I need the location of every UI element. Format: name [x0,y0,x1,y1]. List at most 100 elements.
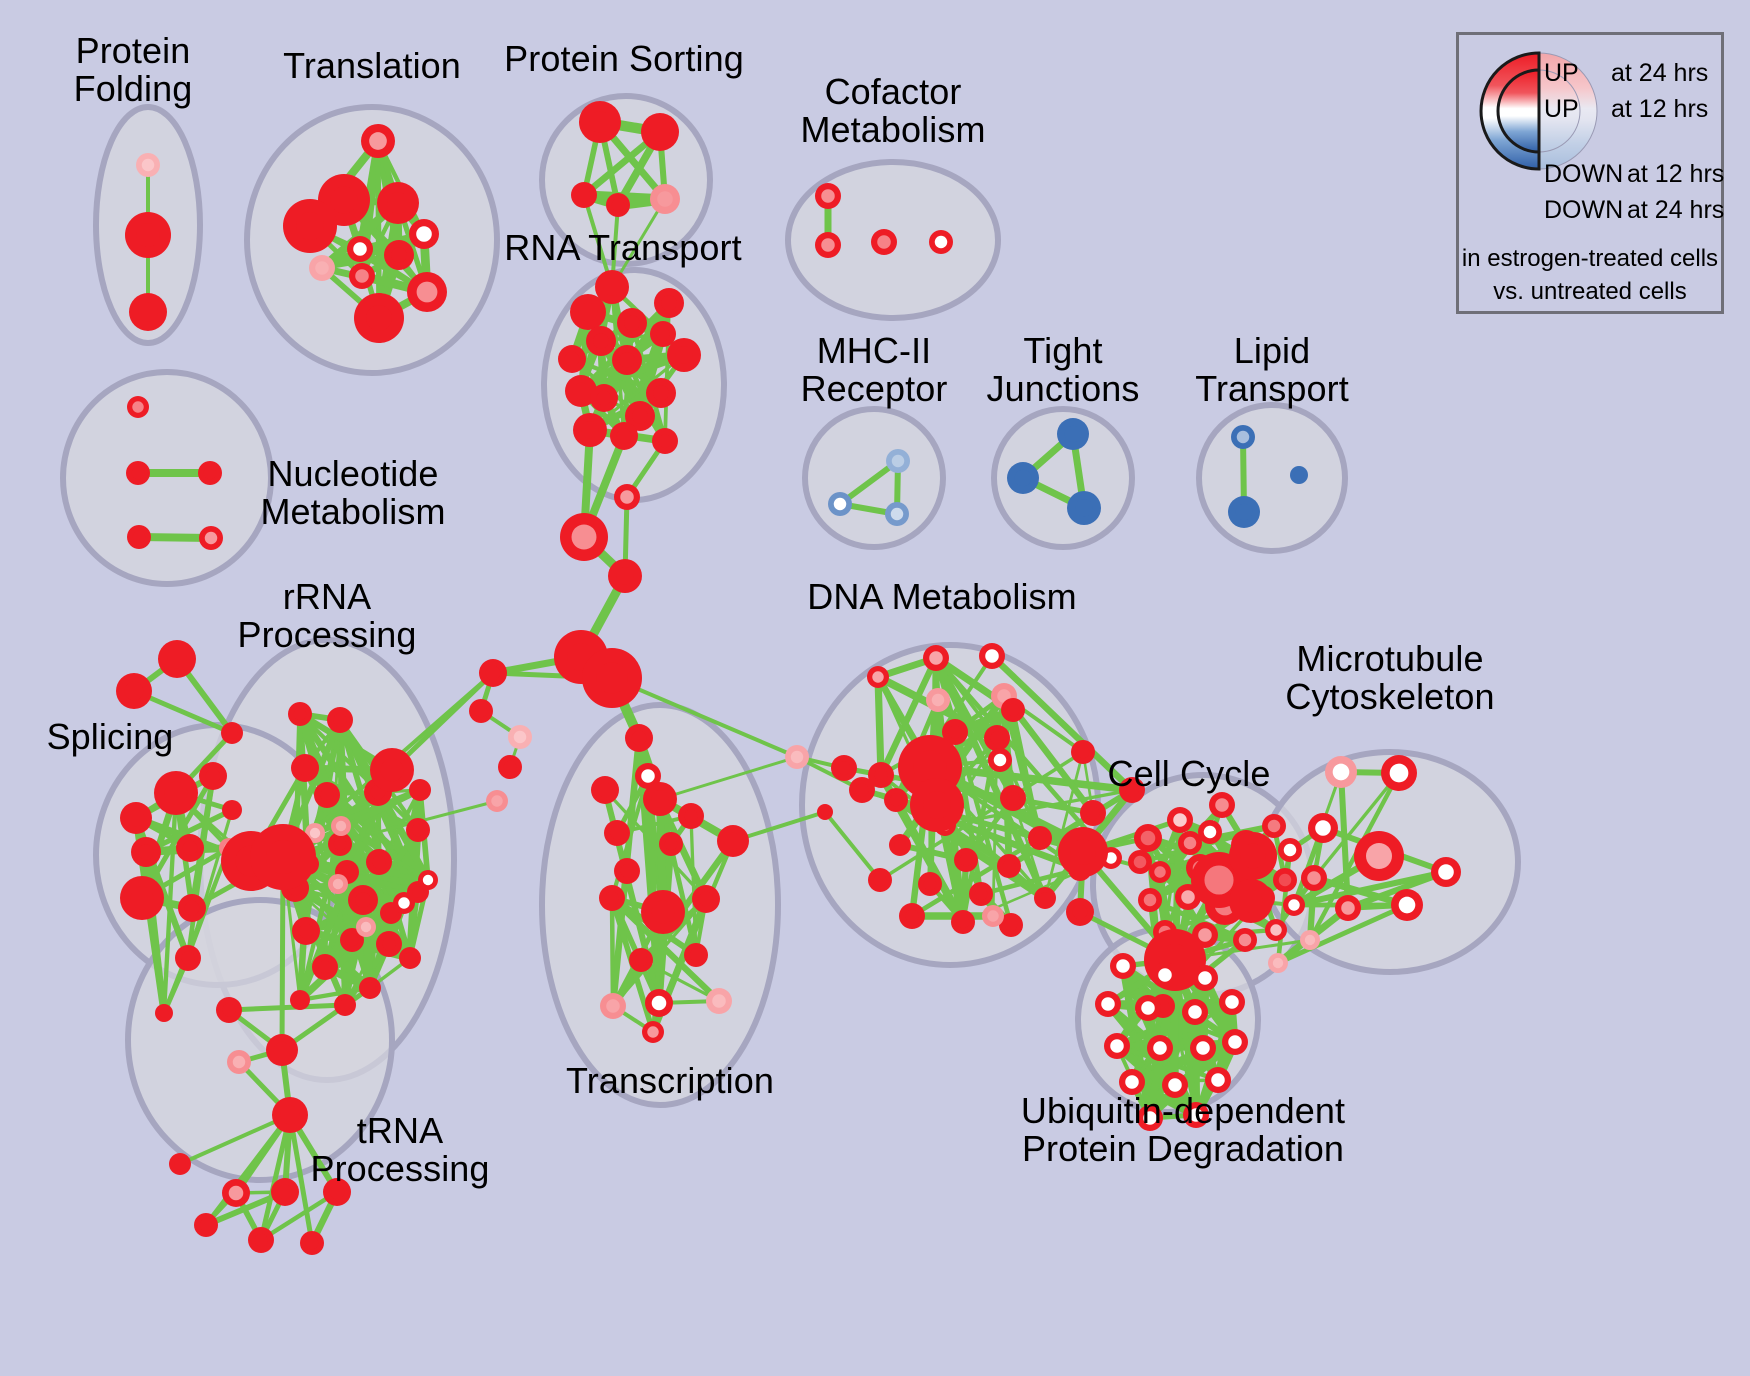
network-node[interactable] [1001,698,1025,722]
network-node[interactable] [1381,755,1417,791]
network-node[interactable] [272,1097,308,1133]
network-node[interactable] [1278,838,1302,862]
network-node[interactable] [1190,1035,1216,1061]
network-node[interactable] [349,263,375,289]
network-node[interactable] [815,232,841,258]
network-node[interactable] [1119,777,1145,803]
network-node[interactable] [984,725,1010,751]
network-node[interactable] [926,688,950,712]
network-node[interactable] [654,288,684,318]
network-node[interactable] [1268,953,1288,973]
network-node[interactable] [1219,989,1245,1015]
network-node[interactable] [1137,1105,1163,1131]
network-node[interactable] [650,321,676,347]
network-node[interactable] [586,326,616,356]
network-node[interactable] [1265,919,1287,941]
network-node[interactable] [1149,861,1171,883]
network-node[interactable] [635,763,661,789]
network-node[interactable] [573,413,607,447]
network-node[interactable] [327,707,353,733]
network-node[interactable] [988,748,1012,772]
network-node[interactable] [1007,462,1039,494]
network-node[interactable] [222,800,242,820]
network-node[interactable] [969,882,993,906]
network-node[interactable] [650,184,680,214]
network-node[interactable] [868,762,894,788]
network-node[interactable] [1222,1029,1248,1055]
network-node[interactable] [571,182,597,208]
network-node[interactable] [815,183,841,209]
network-node[interactable] [120,876,164,920]
network-node[interactable] [614,858,640,884]
network-node[interactable] [1308,813,1338,843]
network-node[interactable] [606,193,630,217]
network-node[interactable] [918,872,942,896]
network-node[interactable] [1273,868,1297,892]
network-node[interactable] [334,994,356,1016]
network-node[interactable] [1325,756,1357,788]
network-node[interactable] [377,182,419,224]
network-node[interactable] [1354,831,1404,881]
network-node[interactable] [667,338,701,372]
network-node[interactable] [565,375,597,407]
network-node[interactable] [384,240,414,270]
network-node[interactable] [271,1178,299,1206]
network-node[interactable] [1233,928,1257,952]
network-node[interactable] [356,917,376,937]
network-node[interactable] [785,745,809,769]
network-node[interactable] [221,722,243,744]
network-node[interactable] [582,648,642,708]
network-node[interactable] [684,943,708,967]
network-node[interactable] [409,779,431,801]
network-node[interactable] [366,849,392,875]
network-node[interactable] [486,790,508,812]
network-node[interactable] [885,502,909,526]
network-node[interactable] [1205,1067,1231,1093]
network-node[interactable] [178,894,206,922]
network-node[interactable] [1262,814,1286,838]
network-node[interactable] [1391,889,1423,921]
network-node[interactable] [614,484,640,510]
network-node[interactable] [1229,832,1277,880]
network-node[interactable] [868,868,892,892]
network-node[interactable] [199,762,227,790]
network-node[interactable] [158,640,196,678]
network-node[interactable] [354,293,404,343]
network-node[interactable] [1080,800,1106,826]
network-node[interactable] [1228,496,1260,528]
network-node[interactable] [1335,895,1361,921]
network-node[interactable] [706,988,732,1014]
network-node[interactable] [131,837,161,867]
network-node[interactable] [199,526,223,550]
network-node[interactable] [678,803,704,829]
network-node[interactable] [951,910,975,934]
network-node[interactable] [407,272,447,312]
network-node[interactable] [590,384,618,412]
network-node[interactable] [1192,965,1218,991]
network-node[interactable] [910,778,964,832]
network-node[interactable] [831,755,857,781]
network-node[interactable] [1231,425,1255,449]
network-node[interactable] [612,345,642,375]
network-node[interactable] [579,101,621,143]
network-node[interactable] [570,294,606,330]
network-node[interactable] [169,1153,191,1175]
network-node[interactable] [348,885,378,915]
network-node[interactable] [127,525,151,549]
network-node[interactable] [899,903,925,929]
network-node[interactable] [1138,888,1162,912]
network-node[interactable] [558,345,586,373]
network-node[interactable] [175,945,201,971]
network-node[interactable] [126,461,150,485]
network-node[interactable] [469,699,493,723]
network-node[interactable] [1066,898,1094,926]
network-node[interactable] [1119,1069,1145,1095]
network-node[interactable] [889,834,911,856]
network-node[interactable] [409,219,439,249]
network-node[interactable] [1110,953,1136,979]
network-node[interactable] [328,874,348,894]
network-node[interactable] [323,1178,351,1206]
network-node[interactable] [1229,879,1273,923]
network-node[interactable] [1290,466,1308,484]
network-node[interactable] [692,885,720,913]
